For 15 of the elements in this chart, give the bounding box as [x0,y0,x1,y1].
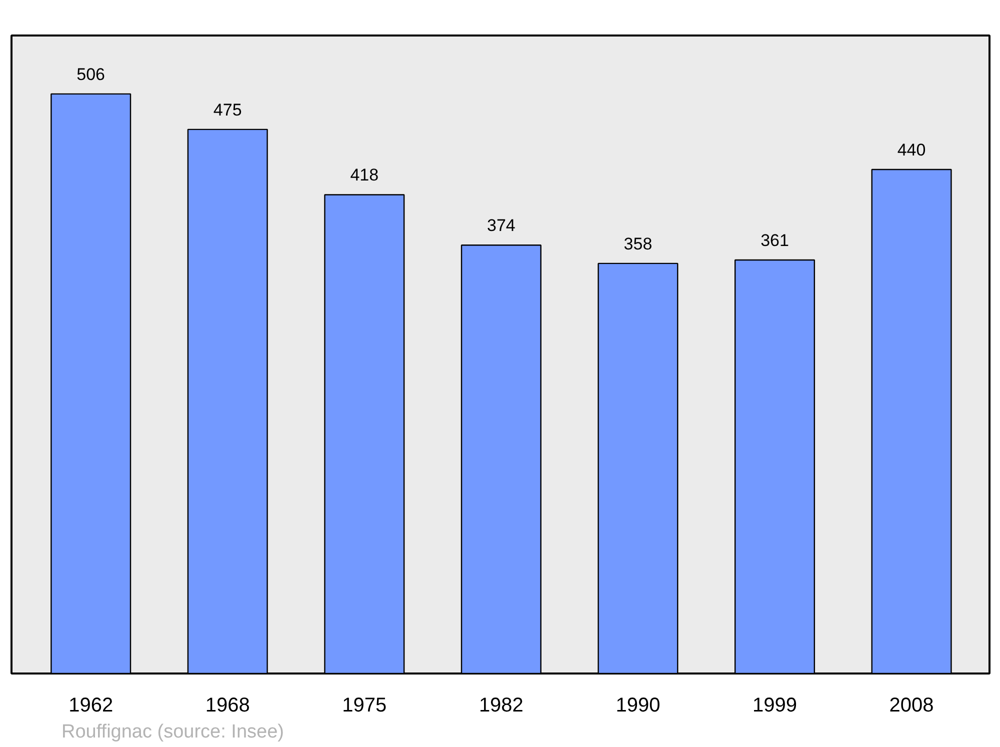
x-tick-label: 1999 [752,694,798,716]
x-tick-label: 1990 [616,694,660,716]
x-tick-label: 1982 [478,694,524,716]
x-tick-label: 1968 [205,694,250,716]
x-tick-label: 1975 [342,694,387,716]
data-label: 361 [760,231,789,250]
x-tick-label: 1962 [68,694,114,716]
text: Rouffignac (source: Insee) [62,722,284,742]
data-label: 358 [624,234,652,254]
data-label: 440 [897,140,926,160]
data-label: 475 [213,100,242,120]
data-label: 374 [487,216,516,236]
data-label: 418 [350,166,379,185]
data-label: 506 [76,64,106,84]
x-tick-label: 2008 [889,694,934,716]
